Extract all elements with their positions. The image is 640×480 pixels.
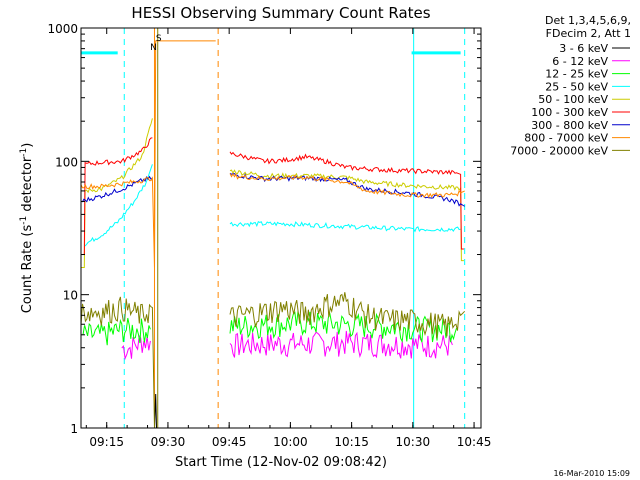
- y-tick-label-1: 1: [70, 422, 78, 436]
- legend-label-50-100-kev: 50 - 100 keV: [538, 93, 608, 106]
- legend-label-6-12-kev: 6 - 12 keV: [552, 55, 608, 68]
- x-axis-label: Start Time (12-Nov-02 09:08:42): [175, 455, 387, 470]
- x-tick-label-10-00: 10:00: [273, 435, 308, 449]
- y-tick-label-10: 10: [63, 289, 78, 303]
- series-6-12-kev-segment-1: [229, 330, 453, 359]
- svg-text:Count Rate (s-1 detector-1): Count Rate (s-1 detector-1): [19, 143, 35, 314]
- series-50-100-kev-segment-1: [229, 169, 464, 262]
- series-7000-20000-kev-segment-1: [229, 292, 466, 339]
- marker-n: N: [150, 43, 157, 53]
- legend-label-25-50-kev: 25 - 50 keV: [545, 80, 608, 93]
- legend-label-800-7000-kev: 800 - 7000 keV: [524, 132, 608, 145]
- series-12-25-kev-segment-0: [82, 317, 151, 346]
- y-axis-label: Count Rate (s-1 detector-1): [19, 143, 35, 314]
- x-tick-label-09-30: 09:30: [151, 435, 186, 449]
- x-tick-label-09-15: 09:15: [89, 435, 124, 449]
- marker-s: S: [156, 34, 162, 44]
- series-25-50-kev-segment-1: [229, 221, 461, 233]
- plot-frame: [80, 27, 482, 429]
- series-300-800-kev-segment-0: [81, 175, 153, 203]
- series-100-300-kev-segment-0: [81, 137, 153, 255]
- series-800-7000-kev-segment-1: [229, 172, 465, 199]
- legend-label-300-800-kev: 300 - 800 keV: [531, 119, 608, 132]
- y-tick-label-1000: 1000: [47, 22, 78, 36]
- timestamp-footer: 16-Mar-2010 15:09: [554, 469, 631, 478]
- series-50-100-kev-segment-0: [81, 118, 153, 268]
- legend: Det 1,3,4,5,6,9, FDecim 2, Att 1: [545, 14, 631, 40]
- series-800-7000-kev-segment-0: [81, 40, 216, 268]
- legend-label-12-25-kev: 12 - 25 keV: [545, 68, 608, 81]
- series-25-50-kev-segment-0: [84, 164, 153, 247]
- y-tick-label-100: 100: [55, 155, 78, 169]
- y-axis: 1 10 100 1000: [47, 22, 481, 436]
- legend-label-100-300-kev: 100 - 300 keV: [531, 106, 608, 119]
- series-12-25-kev-segment-1: [229, 310, 457, 344]
- time-markers: [81, 28, 466, 428]
- series-7000-20000-kev-segment-0: [81, 296, 155, 428]
- series-lines: [81, 40, 466, 428]
- x-tick-label-09-45: 09:45: [212, 435, 247, 449]
- x-tick-label-10-15: 10:15: [334, 435, 369, 449]
- event-markers: SN: [150, 34, 162, 53]
- x-tick-label-10-45: 10:45: [457, 435, 492, 449]
- chart-title: HESSI Observing Summary Count Rates: [131, 4, 430, 22]
- legend-label-7000-20000-kev: 7000 - 20000 keV: [510, 144, 608, 157]
- legend-label-3-6-kev: 3 - 6 keV: [559, 42, 608, 55]
- legend-header-detectors: Det 1,3,4,5,6,9,: [545, 14, 631, 27]
- legend-header-decimation: FDecim 2, Att 1: [546, 27, 631, 40]
- x-axis: 09:15 09:30 09:45 10:00 10:15 10:30 10:45: [85, 28, 492, 449]
- series-100-300-kev-segment-1: [229, 151, 464, 250]
- series-3-6-kev-segment-0: [154, 393, 157, 428]
- series-6-12-kev-segment-0: [121, 334, 151, 361]
- x-tick-label-10-30: 10:30: [396, 435, 431, 449]
